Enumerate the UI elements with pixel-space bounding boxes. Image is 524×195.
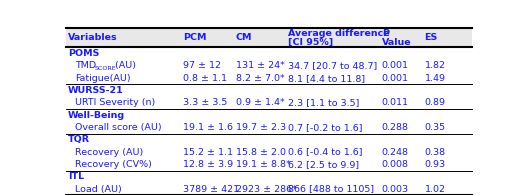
Text: 8.2 ± 7.0*: 8.2 ± 7.0* [236, 74, 285, 83]
Text: 2923 ± 286*: 2923 ± 286* [236, 184, 297, 193]
Text: 15.2 ± 1.1: 15.2 ± 1.1 [183, 148, 233, 157]
Text: 12.8 ± 3.9: 12.8 ± 3.9 [183, 160, 233, 169]
Text: 15.8 ± 2.0: 15.8 ± 2.0 [236, 148, 286, 157]
Text: 0.001: 0.001 [382, 74, 409, 83]
Text: 0.6 [-0.4 to 1.6]: 0.6 [-0.4 to 1.6] [288, 148, 363, 157]
Text: 0.89: 0.89 [424, 98, 445, 107]
Text: Value: Value [382, 38, 411, 47]
Text: 0.248: 0.248 [382, 148, 409, 157]
Text: 34.7 [20.7 to 48.7]: 34.7 [20.7 to 48.7] [288, 61, 378, 70]
Text: 19.1 ± 1.6: 19.1 ± 1.6 [183, 123, 233, 132]
Text: 8.1 [4.4 to 11.8]: 8.1 [4.4 to 11.8] [288, 74, 366, 83]
Text: 0.8 ± 1.1: 0.8 ± 1.1 [183, 74, 227, 83]
Text: 0.008: 0.008 [382, 160, 409, 169]
Text: 0.001: 0.001 [382, 61, 409, 70]
Text: 0.011: 0.011 [382, 98, 409, 107]
Text: 131 ± 24*: 131 ± 24* [236, 61, 285, 70]
Text: Average difference: Average difference [288, 29, 390, 38]
Text: ES: ES [424, 33, 438, 42]
Text: 19.7 ± 2.3: 19.7 ± 2.3 [236, 123, 286, 132]
Text: (AU): (AU) [112, 61, 136, 70]
Text: 0.003: 0.003 [382, 184, 409, 193]
Text: [CI 95%]: [CI 95%] [288, 38, 334, 47]
Text: Well-Being: Well-Being [68, 111, 125, 120]
Text: P: P [382, 29, 389, 38]
Text: Variables: Variables [68, 33, 117, 42]
Text: 3789 ± 421: 3789 ± 421 [183, 184, 239, 193]
Text: 0.7 [-0.2 to 1.6]: 0.7 [-0.2 to 1.6] [288, 123, 363, 132]
Text: Fatigue(AU): Fatigue(AU) [75, 74, 131, 83]
Text: 2.3 [1.1 to 3.5]: 2.3 [1.1 to 3.5] [288, 98, 360, 107]
Text: WURSS-21: WURSS-21 [68, 86, 124, 95]
Text: TQR: TQR [68, 135, 90, 144]
Text: 3.3 ± 3.5: 3.3 ± 3.5 [183, 98, 227, 107]
Text: 0.35: 0.35 [424, 123, 445, 132]
Text: Overall score (AU): Overall score (AU) [75, 123, 162, 132]
Text: ITL: ITL [68, 172, 84, 181]
Bar [66, 28, 472, 47]
Text: URTI Severity (n): URTI Severity (n) [75, 98, 156, 107]
Text: 6.2 [2.5 to 9.9]: 6.2 [2.5 to 9.9] [288, 160, 359, 169]
Text: CM: CM [236, 33, 252, 42]
Text: 0.93: 0.93 [424, 160, 445, 169]
Text: Recovery (AU): Recovery (AU) [75, 148, 144, 157]
Text: 0.9 ± 1.4*: 0.9 ± 1.4* [236, 98, 285, 107]
Text: 866 [488 to 1105]: 866 [488 to 1105] [288, 184, 375, 193]
Text: POMS: POMS [68, 49, 100, 58]
Text: 1.82: 1.82 [424, 61, 445, 70]
Text: TMD: TMD [75, 61, 96, 70]
Text: 0.38: 0.38 [424, 148, 445, 157]
Text: 0.288: 0.288 [382, 123, 409, 132]
Text: Recovery (CV%): Recovery (CV%) [75, 160, 152, 169]
Text: 1.02: 1.02 [424, 184, 445, 193]
Text: PCM: PCM [183, 33, 206, 42]
Text: Load (AU): Load (AU) [75, 184, 122, 193]
Text: 1.49: 1.49 [424, 74, 445, 83]
Text: 19.1 ± 8.8*: 19.1 ± 8.8* [236, 160, 290, 169]
Text: 97 ± 12: 97 ± 12 [183, 61, 221, 70]
Text: SCORE: SCORE [95, 66, 116, 71]
